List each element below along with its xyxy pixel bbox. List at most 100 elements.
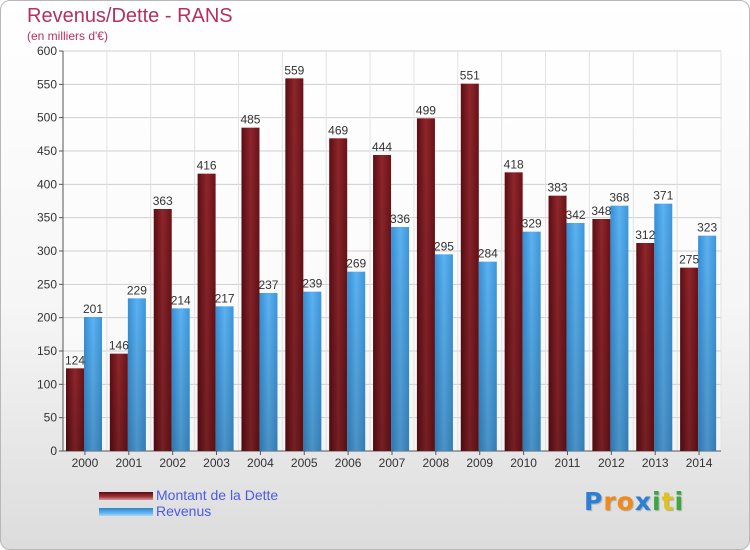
bar-shade	[680, 267, 699, 451]
bar-shade	[153, 209, 172, 451]
bar-shade	[241, 127, 260, 452]
bar-shade	[504, 172, 523, 452]
y-tick-label: 250	[37, 277, 57, 291]
data-label-revenus: 217	[215, 291, 235, 305]
data-label-dette: 551	[460, 69, 480, 83]
x-tick-label: 2014	[686, 456, 713, 470]
legend-label-revenus: Revenus	[156, 503, 212, 519]
data-label-dette: 559	[284, 63, 304, 77]
bar-shade	[592, 219, 611, 451]
data-label-revenus: 342	[566, 208, 586, 222]
bar-shade	[478, 261, 497, 451]
data-label-revenus: 269	[346, 257, 366, 271]
bar-shade	[66, 368, 84, 451]
y-tick-label: 50	[44, 411, 58, 425]
legend-label-dette: Montant de la Dette	[156, 487, 279, 503]
x-tick-label: 2005	[291, 456, 318, 470]
bar-shade	[416, 118, 435, 451]
y-tick-label: 0	[50, 444, 57, 458]
bar-shade	[84, 317, 102, 451]
x-tick-label: 2008	[423, 456, 450, 470]
x-tick-label: 2007	[379, 456, 406, 470]
bar-shade	[460, 83, 479, 452]
bar-shade	[109, 353, 128, 451]
bar-shade	[127, 298, 146, 451]
y-tick-label: 350	[37, 211, 57, 225]
data-label-revenus: 336	[390, 212, 410, 226]
x-tick-label: 2001	[115, 456, 142, 470]
bar-shade	[171, 308, 190, 451]
data-label-revenus: 371	[653, 189, 673, 203]
data-label-revenus: 368	[609, 191, 629, 205]
logo-letter: t	[661, 487, 675, 516]
data-label-revenus: 229	[127, 283, 147, 297]
y-tick-label: 200	[37, 311, 57, 325]
bar-shade	[548, 195, 567, 451]
x-tick-label: 2010	[510, 456, 537, 470]
y-tick-label: 100	[37, 377, 57, 391]
y-tick-label: 300	[37, 244, 57, 258]
logo-letter: x	[634, 487, 652, 516]
data-label-dette: 124	[65, 353, 85, 367]
bars	[66, 78, 717, 452]
chart-title: Revenus/Dette - RANS	[27, 5, 233, 27]
legend-swatch-revenus	[99, 508, 153, 516]
y-tick-label: 550	[37, 77, 57, 91]
data-label-dette: 275	[679, 253, 699, 267]
data-label-revenus: 329	[522, 217, 542, 231]
bar-shade	[303, 291, 322, 451]
logo-letter: i	[652, 487, 662, 516]
data-label-dette: 444	[372, 140, 392, 154]
logo-letter: i	[674, 487, 685, 516]
y-tick-label: 450	[37, 144, 57, 158]
x-tick-label: 2013	[642, 456, 669, 470]
x-tick-label: 2003	[203, 456, 230, 470]
x-tick-label: 2002	[159, 456, 186, 470]
data-label-dette: 418	[504, 157, 524, 171]
data-label-dette: 485	[240, 113, 260, 127]
data-label-revenus: 295	[434, 239, 454, 253]
y-tick-label: 600	[37, 44, 57, 58]
data-label-revenus: 214	[171, 293, 191, 307]
x-tick-label: 2004	[247, 456, 274, 470]
bar-chart: 0 50 100 150 200 250 300 350 400 450 500 550 600 2000…	[37, 44, 722, 470]
bar-shade	[285, 78, 304, 451]
bar-shade	[329, 138, 348, 452]
y-tick-label: 150	[37, 344, 57, 358]
data-label-revenus: 284	[478, 247, 498, 261]
data-labels: 124 201 146 229 363 214 416 217 485 237 559 239 469 2…	[65, 63, 717, 367]
x-tick-label: 2011	[555, 456, 581, 470]
bar-shade	[636, 243, 655, 451]
data-label-dette: 416	[197, 159, 217, 173]
data-label-dette: 312	[635, 228, 655, 242]
x-tick-label: 2006	[335, 456, 362, 470]
bar-shade	[522, 231, 541, 451]
proxiti-logo: Proxiti	[584, 487, 684, 516]
bar-shade	[215, 306, 234, 451]
data-label-dette: 348	[591, 204, 611, 218]
legend-swatch-dette	[99, 492, 153, 500]
x-tick-label: 2012	[598, 456, 625, 470]
data-label-dette: 383	[548, 181, 568, 195]
logo-letter: r	[603, 487, 617, 516]
bar-shade	[391, 227, 410, 451]
logo-letter: o	[616, 487, 635, 516]
bar-shade	[434, 254, 453, 451]
bar-shade	[566, 223, 585, 451]
bar-shade	[347, 271, 366, 451]
y-tick-label: 400	[37, 177, 57, 191]
bar-shade	[197, 173, 216, 451]
data-label-revenus: 323	[697, 221, 717, 235]
data-label-dette: 499	[416, 103, 436, 117]
logo-letter: P	[584, 487, 604, 516]
bar-shade	[654, 203, 673, 451]
data-label-revenus: 201	[83, 302, 103, 316]
data-label-revenus: 239	[302, 277, 322, 291]
bar-shade	[373, 155, 392, 451]
x-tick-label: 2000	[72, 456, 99, 470]
x-tick-label: 2009	[466, 456, 493, 470]
data-label-revenus: 237	[258, 278, 278, 292]
bar-shade	[698, 235, 717, 451]
chart-subtitle: (en milliers d'€)	[27, 29, 108, 43]
